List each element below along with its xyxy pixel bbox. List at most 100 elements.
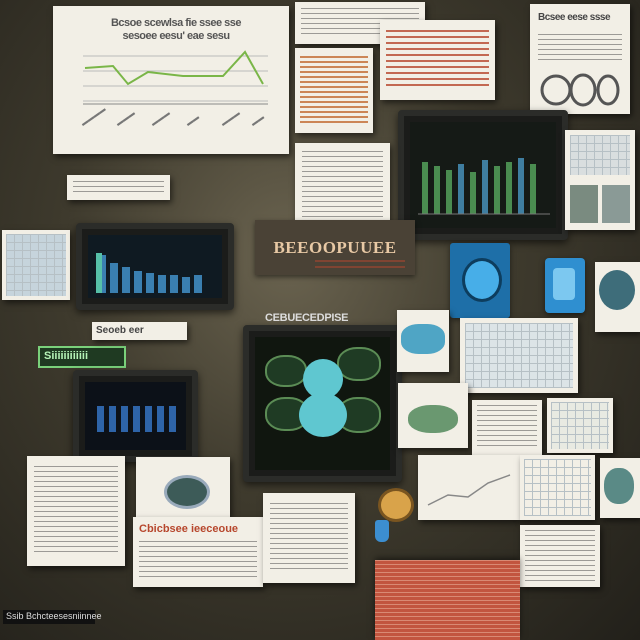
monitor-screen <box>255 337 390 470</box>
photo-thumbnail <box>602 185 630 223</box>
bar-chart <box>96 253 202 293</box>
chart-bar <box>134 271 142 293</box>
chart-bar <box>122 267 130 293</box>
center-monitor <box>243 325 402 482</box>
chart-bar <box>530 164 536 214</box>
spreadsheet-sheet <box>547 398 613 453</box>
spreadsheet-grid <box>551 402 609 449</box>
chart-sheet-lower <box>418 455 520 520</box>
chart-bar <box>506 162 512 214</box>
label-lines <box>73 181 164 194</box>
bar-chart <box>418 158 550 215</box>
blue-chart-monitor <box>76 223 234 310</box>
chart-bar <box>133 406 140 432</box>
chart-bar <box>110 263 118 293</box>
app-tile-blue <box>450 243 510 318</box>
photo-blob <box>604 468 634 504</box>
map-card-left <box>2 230 70 300</box>
line-chart: ▬▬▬▬ ▬▬▬ ▬▬▬ ▬▬ ▬▬▬ ▬▬ <box>80 50 268 128</box>
island-photo <box>164 475 210 509</box>
ledger-lines <box>375 560 520 640</box>
handwritten-notes-sheet: Bcsee eese ssse <box>530 4 630 114</box>
photo-grid <box>570 135 630 175</box>
strip-card-text: Seoeb eer <box>96 325 144 336</box>
chart-bar <box>494 166 500 214</box>
red-ledger <box>375 560 520 640</box>
table-lines <box>477 405 537 450</box>
flask-icon <box>375 520 389 542</box>
shape-blob <box>265 355 307 387</box>
clipping-red-lines <box>300 56 368 125</box>
photo-thumbnail <box>570 185 598 223</box>
shape-blob <box>337 347 381 381</box>
notes-lines <box>538 34 622 64</box>
document-lines <box>270 503 348 573</box>
monitor-screen <box>88 235 222 298</box>
chart-bar <box>182 277 190 293</box>
chart-bar <box>146 273 154 293</box>
document-lines <box>34 466 118 556</box>
shape-blob <box>337 397 381 433</box>
chart-bar <box>482 160 488 214</box>
chart-title-line-1: Bcsoe scewlsa fie ssee sse <box>110 17 242 29</box>
banner-sign-text: BEEOOPUUEE <box>273 238 397 257</box>
table-sheet-bottom <box>520 525 600 587</box>
line-chart-sheet: Bcsoe scewlsa fie ssee sse sesoee eesu' … <box>53 6 289 154</box>
chart-bar <box>518 158 524 214</box>
clipping-top-center <box>295 2 425 44</box>
monitor-screen <box>85 382 186 450</box>
badge-emblem <box>378 488 414 522</box>
poster-sheet: Cbicbsee ieeceoue <box>133 517 263 587</box>
banner-sign: BEEOOPUUEE <box>255 220 415 275</box>
line-chart <box>427 474 511 506</box>
chart-bar <box>157 406 164 432</box>
strip-card: Seoeb eer <box>92 322 187 340</box>
poster-lines <box>139 541 257 581</box>
corner-caption-text: Ssib Bchcteesesniinnee <box>6 611 102 621</box>
map-sheet-lower <box>398 383 468 448</box>
central-figure <box>299 393 347 437</box>
table-lines <box>525 530 595 582</box>
chart-tick: ▬▬▬ <box>150 110 171 128</box>
clipping-striped <box>295 48 373 133</box>
small-label-card <box>67 175 170 200</box>
document-lines <box>302 151 383 220</box>
app-tile-blue-small <box>545 258 585 313</box>
clipping-red-report <box>380 20 495 100</box>
sketch-drawing <box>540 73 620 107</box>
green-tag: Siiiiiiiiiiii <box>38 346 126 368</box>
text-document-left <box>27 456 125 566</box>
pool-photo <box>401 324 445 354</box>
photo-card-lower-right <box>600 458 640 518</box>
chart-bar <box>121 406 128 432</box>
center-monitor-label: CEBUECEDPISE <box>265 312 349 324</box>
poster-headline: Cbicbsee ieeceoue <box>139 523 239 535</box>
map-grid <box>6 234 66 296</box>
document-sheet-middle <box>295 143 390 228</box>
chart-series-line <box>84 50 264 86</box>
chart-bar <box>446 170 452 214</box>
sheet-grid <box>524 459 591 516</box>
bar-chart <box>97 406 176 432</box>
island-photo-card <box>136 457 230 517</box>
chart-bar <box>96 253 102 293</box>
chart-bar <box>169 406 176 432</box>
chart-bar <box>158 275 166 293</box>
grid-sheet-lower <box>520 455 595 520</box>
notes-heading: Bcsee eese ssse <box>538 12 611 23</box>
blueprint-grid <box>465 323 573 388</box>
chat-bubble-icon <box>462 258 502 302</box>
chart-title-line-2: sesoee eesu' eae sesu <box>122 30 230 42</box>
chart-bar <box>194 275 202 293</box>
chart-tick: ▬▬▬ <box>115 110 136 128</box>
monitor-screen <box>410 122 556 228</box>
clipping-red-lines <box>386 30 489 90</box>
chart-bar <box>434 166 440 214</box>
photo-sheet-right <box>565 130 635 230</box>
table-sheet-right <box>472 400 542 455</box>
chart-bar <box>422 162 428 214</box>
chart-tick: ▬▬ <box>250 114 265 128</box>
chart-tick: ▬▬▬▬ <box>80 106 107 128</box>
blueprint-sheet <box>460 318 578 393</box>
corner-caption: Ssib Bchcteesesniinnee <box>3 610 102 624</box>
